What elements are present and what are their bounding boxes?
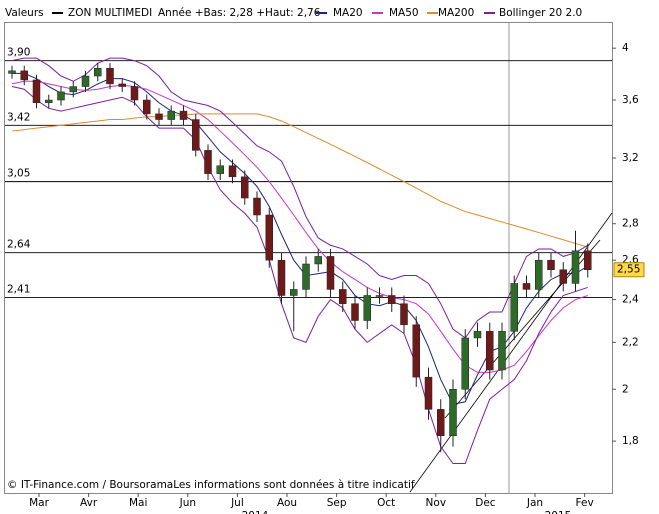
level-label: 3,42: [7, 111, 30, 123]
candle-body: [130, 86, 139, 101]
candle-body: [351, 303, 359, 321]
x-tick-label: Sep: [327, 497, 347, 509]
candle-body: [277, 259, 286, 296]
candle-body: [57, 91, 65, 101]
candle-body: [45, 99, 53, 104]
y-tick-label: 1,8: [622, 435, 639, 447]
candle-body: [388, 295, 396, 304]
x-tick-label: Mai: [129, 497, 147, 509]
candle-body: [167, 110, 175, 120]
x-tick-label: Jan: [526, 497, 543, 509]
candle-body: [69, 86, 77, 93]
legend-label: MA20: [333, 7, 363, 19]
candle-body: [253, 197, 261, 216]
indicator-line: [11, 86, 588, 465]
x-tick-label: Jul: [230, 497, 244, 509]
x-tick-label: Mar: [29, 497, 49, 509]
candle-body: [339, 289, 347, 304]
candle-body: [559, 269, 567, 284]
y-tick-label: 3,2: [622, 152, 639, 164]
candle-body: [216, 165, 224, 174]
candle-body: [241, 176, 249, 199]
candle-body: [424, 376, 433, 410]
candle-body: [143, 99, 151, 115]
x-tick-label: Dec: [475, 497, 496, 509]
indicator-line: [11, 80, 588, 373]
legend-label: MA50: [389, 7, 419, 19]
plot-frame: [4, 22, 613, 494]
candle-body: [547, 259, 555, 270]
level-label: 3,05: [7, 168, 30, 180]
candle-body: [228, 165, 237, 178]
x-tick-label: Jun: [179, 497, 196, 509]
legend-label: MA200: [438, 7, 474, 19]
x-tick-label: Nov: [426, 497, 447, 509]
candle-body: [437, 409, 445, 436]
x-tick-label: Avr: [80, 497, 98, 509]
candle-body: [535, 259, 543, 290]
candle-body: [412, 324, 420, 378]
level-label: 2,41: [7, 284, 30, 296]
price-tag-label: 2,55: [617, 264, 640, 276]
candle-body: [155, 113, 163, 120]
indicator-line: [11, 57, 589, 339]
indicator-line: [11, 113, 588, 248]
x-tick-label: Aou: [277, 497, 297, 509]
level-label: 3,90: [7, 47, 30, 59]
candle-body: [32, 79, 41, 104]
candle-body: [571, 250, 580, 284]
candle-body: [449, 389, 457, 436]
y-tick-label: 2,8: [622, 218, 639, 230]
candle-body: [375, 295, 384, 297]
x-tick-label: Oct: [377, 497, 395, 509]
candle-body: [106, 68, 114, 85]
candle-body: [290, 289, 298, 296]
y-tick-label: 4: [622, 42, 629, 54]
x-tick-label: Fev: [576, 497, 594, 509]
candle-body: [498, 331, 506, 371]
candle-body: [314, 256, 322, 265]
candle-body: [20, 70, 28, 81]
candle-body: [326, 256, 335, 290]
footer: © IT-Finance.com / BoursoramaLes informa…: [7, 479, 415, 491]
candle-body: [179, 110, 188, 120]
header: Valeurs: [5, 7, 44, 19]
candle-body: [204, 150, 212, 174]
candle-body: [363, 295, 371, 321]
y-tick-label: 2,4: [622, 294, 639, 306]
candle-body: [302, 263, 310, 290]
candle-body: [510, 283, 518, 332]
candle-body: [8, 70, 16, 74]
annual-range: Année +Bas: 2,28 +Haut: 2,76: [158, 7, 321, 19]
candle-body: [118, 83, 126, 87]
legend-label: ZON MULTIMEDI: [68, 7, 152, 19]
candle-body: [461, 337, 469, 390]
candle-body: [584, 250, 592, 270]
candle-body: [400, 303, 408, 326]
candle-body: [522, 283, 531, 290]
year-label: 2015: [545, 510, 572, 514]
year-label: 2014: [242, 510, 269, 514]
candle-body: [81, 75, 90, 87]
legend-label: Bollinger 20 2.0: [499, 7, 582, 19]
candle-body: [192, 119, 200, 151]
y-tick-label: 3,6: [622, 94, 639, 106]
y-tick-label: 2: [622, 383, 629, 395]
level-label: 2,64: [7, 239, 31, 251]
candle-body: [486, 331, 494, 371]
candle-body: [94, 68, 102, 77]
candle-body: [473, 331, 482, 339]
price-tag: [613, 262, 645, 278]
candle-body: [265, 214, 273, 261]
y-tick-label: 2,2: [622, 336, 639, 348]
